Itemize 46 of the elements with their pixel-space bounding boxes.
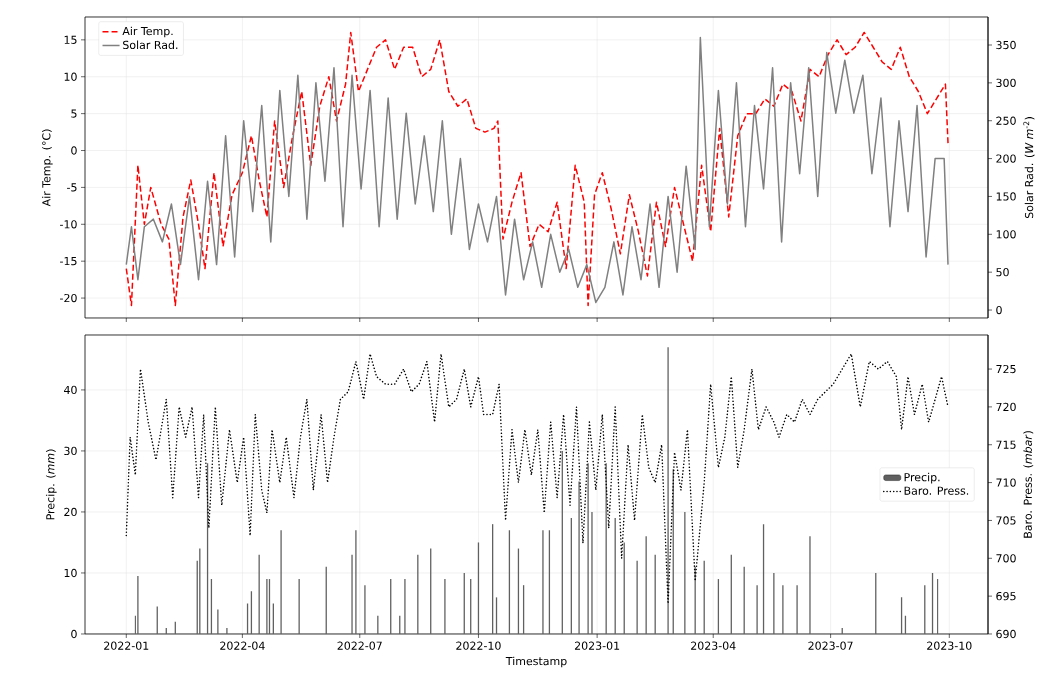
x-tick-label: 2022-07 bbox=[337, 641, 382, 650]
y2-tick-label: 725 bbox=[996, 364, 1016, 374]
legend-label: Solar Rad. bbox=[123, 40, 178, 50]
y-tick-label: 0 bbox=[71, 629, 77, 639]
y-tick-label: -5 bbox=[67, 183, 77, 192]
y2-tick-label: 700 bbox=[996, 554, 1016, 563]
x-tick-label: 2023-04 bbox=[691, 641, 736, 650]
y-tick-label: 40 bbox=[64, 385, 77, 395]
y2-tick-label: 200 bbox=[996, 154, 1016, 163]
x-tick-label: 2022-10 bbox=[456, 641, 501, 650]
x-tick-label: 2023-01 bbox=[574, 641, 620, 650]
y2-axis-title: Solar Rad. (W m$^{-2}$) bbox=[1023, 117, 1035, 219]
y-tick-label: 15 bbox=[64, 35, 77, 44]
y2-tick-label: 150 bbox=[996, 192, 1016, 201]
legend-label: Baro. Press. bbox=[904, 486, 969, 495]
y2-tick-label: 695 bbox=[996, 591, 1016, 601]
legend-label: Air Temp. bbox=[122, 26, 173, 38]
y2-tick-label: 705 bbox=[996, 516, 1016, 525]
y-tick-label: 5 bbox=[71, 109, 77, 118]
x-tick-label: 2023-10 bbox=[927, 641, 972, 650]
y2-tick-label: 250 bbox=[996, 116, 1016, 125]
x-tick-label: 2022-01 bbox=[104, 641, 149, 650]
y-tick-label: -20 bbox=[60, 293, 77, 303]
y-tick-label: -10 bbox=[60, 220, 77, 229]
x-tick-label: 2023-07 bbox=[808, 641, 853, 650]
y2-tick-label: 720 bbox=[996, 402, 1016, 412]
y-tick-label: 10 bbox=[64, 568, 77, 578]
y-tick-label: 30 bbox=[64, 446, 77, 456]
y2-tick-label: 350 bbox=[996, 40, 1016, 50]
y-axis-title: Air Temp. (°C) bbox=[42, 129, 53, 207]
y2-tick-label: 300 bbox=[996, 78, 1016, 88]
y-tick-label: 0 bbox=[71, 146, 77, 155]
y2-tick-label: 715 bbox=[996, 440, 1016, 449]
y-tick-label: 10 bbox=[64, 72, 77, 81]
legend-label: Precip. bbox=[904, 472, 940, 484]
y2-tick-label: 50 bbox=[996, 268, 1009, 277]
x-axis-title: Timestamp bbox=[505, 656, 567, 668]
x-tick-label: 2022-04 bbox=[220, 641, 265, 650]
y-axis-title: Precip. (mm) bbox=[45, 449, 57, 520]
y2-tick-label: 710 bbox=[996, 478, 1016, 487]
y2-tick-label: 100 bbox=[996, 230, 1016, 239]
y2-axis-title: Baro. Press. (mbar) bbox=[1023, 431, 1034, 538]
y2-tick-label: 690 bbox=[996, 629, 1016, 639]
y-tick-label: -15 bbox=[60, 257, 77, 266]
y2-tick-label: 0 bbox=[996, 305, 1002, 315]
y-tick-label: 20 bbox=[64, 507, 77, 517]
